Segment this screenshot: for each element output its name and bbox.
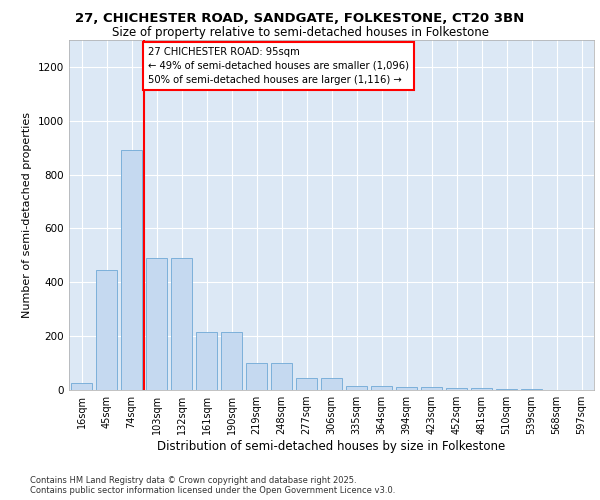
Bar	[71, 384, 92, 390]
Text: Contains HM Land Registry data © Crown copyright and database right 2025.
Contai: Contains HM Land Registry data © Crown c…	[30, 476, 395, 495]
Bar	[196, 332, 217, 390]
Text: 27, CHICHESTER ROAD, SANDGATE, FOLKESTONE, CT20 3BN: 27, CHICHESTER ROAD, SANDGATE, FOLKESTON…	[76, 12, 524, 26]
Bar	[471, 388, 492, 390]
Bar	[171, 258, 192, 390]
Bar	[521, 389, 542, 390]
Bar	[396, 387, 417, 390]
Bar	[246, 363, 267, 390]
X-axis label: Distribution of semi-detached houses by size in Folkestone: Distribution of semi-detached houses by …	[157, 440, 506, 453]
Bar	[496, 389, 517, 390]
Bar	[321, 378, 342, 390]
Bar	[146, 258, 167, 390]
Y-axis label: Number of semi-detached properties: Number of semi-detached properties	[22, 112, 32, 318]
Bar	[271, 363, 292, 390]
Bar	[296, 378, 317, 390]
Bar	[96, 270, 117, 390]
Bar	[221, 332, 242, 390]
Bar	[121, 150, 142, 390]
Bar	[421, 387, 442, 390]
Bar	[346, 386, 367, 390]
Bar	[371, 386, 392, 390]
Text: 27 CHICHESTER ROAD: 95sqm
← 49% of semi-detached houses are smaller (1,096)
50% : 27 CHICHESTER ROAD: 95sqm ← 49% of semi-…	[148, 46, 409, 84]
Text: Size of property relative to semi-detached houses in Folkestone: Size of property relative to semi-detach…	[112, 26, 488, 39]
Bar	[446, 388, 467, 390]
